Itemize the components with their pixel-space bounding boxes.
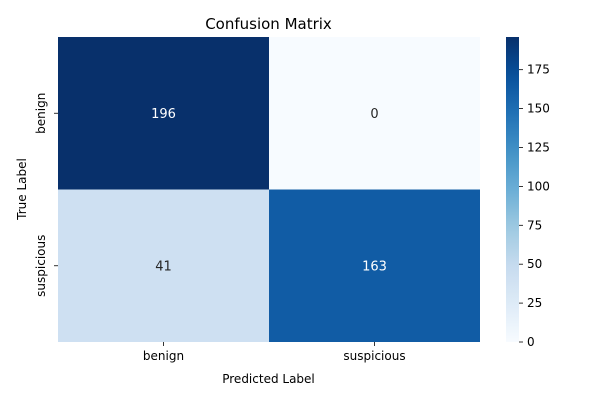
y-axis-label: True Label: [15, 158, 29, 221]
cell-value-label: 163: [362, 259, 387, 274]
y-tick-label: benign: [34, 93, 48, 134]
x-tick-label: suspicious: [343, 349, 405, 363]
colorbar: 0 25 50 75 100 125 150 175: [506, 37, 550, 349]
heatmap-cell: [58, 189, 269, 342]
heatmap-cell: [58, 37, 269, 190]
colorbar-tick-label: 75: [527, 218, 542, 232]
cell-value-label: 196: [151, 107, 176, 122]
colorbar-tick-label: 50: [527, 257, 542, 271]
heatmap-cells: 196 0 41 163: [58, 37, 480, 342]
colorbar-tick-label: 0: [527, 335, 535, 349]
colorbar-tick-label: 100: [527, 179, 550, 193]
colorbar-tick-label: 125: [527, 140, 550, 154]
x-tick-label: benign: [143, 349, 184, 363]
colorbar-tick-label: 25: [527, 296, 542, 310]
y-tick-label: suspicious: [34, 235, 48, 297]
chart-title: Confusion Matrix: [205, 15, 332, 33]
heatmap-cell: [269, 37, 480, 190]
x-axis-label: Predicted Label: [222, 372, 315, 386]
colorbar-tick-label: 175: [527, 63, 550, 77]
colorbar-tick-label: 150: [527, 102, 550, 116]
x-axis-ticks: benign suspicious: [143, 342, 406, 363]
colorbar-gradient: [506, 37, 519, 342]
y-axis-ticks: benign suspicious: [34, 93, 58, 297]
cell-value-label: 0: [370, 107, 378, 122]
heatmap-cell: [269, 189, 480, 342]
cell-value-label: 41: [155, 259, 172, 274]
